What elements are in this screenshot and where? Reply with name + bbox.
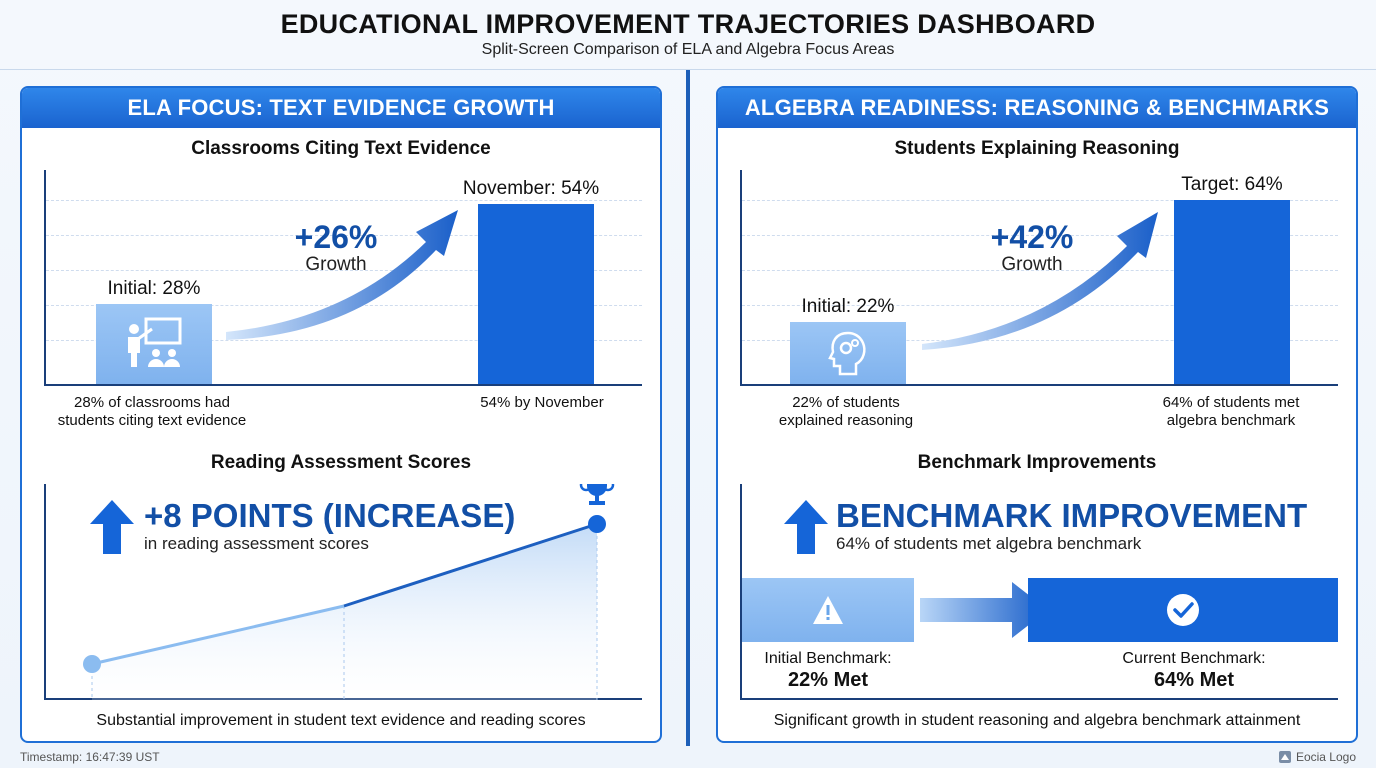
initial-reasoning-bar — [790, 322, 906, 384]
ela-panel: ELA FOCUS: TEXT EVIDENCE GROWTH Classroo… — [20, 86, 662, 743]
initial-reasoning-caption: 22% of students explained reasoning — [778, 394, 914, 429]
reading-scores-title: Reading Assessment Scores — [210, 452, 472, 473]
algebra-summary-note: Significant growth in student reasoning … — [773, 712, 1301, 729]
reading-score-stat: +8 POINTS (INCREASE) in reading assessme… — [144, 497, 516, 554]
up-arrow-icon — [784, 500, 828, 554]
timestamp: Timestamp: 16:47:39 UST — [20, 750, 160, 764]
reasoning-bar-chart: Initial: 22% +42% Growth Target: 64% — [740, 170, 1338, 386]
november-bar — [478, 204, 594, 384]
reasoning-chart-title: Students Explaining Reasoning — [894, 138, 1180, 159]
initial-caption: 28% of classrooms had students citing te… — [57, 394, 247, 429]
progress-arrow-icon — [920, 582, 1048, 638]
target-bar-label: Target: 64% — [1181, 174, 1283, 195]
check-circle-icon — [1167, 594, 1199, 626]
target-caption: 64% of students met algebra benchmark — [1162, 394, 1300, 429]
initial-benchmark-label: Initial Benchmark: 22% Met — [764, 650, 892, 691]
algebra-panel-title: ALGEBRA READINESS: REASONING & BENCHMARK… — [718, 88, 1356, 128]
warning-icon — [813, 596, 843, 624]
reasoning-growth: +42% Growth — [990, 219, 1074, 275]
november-caption: 54% by November — [480, 394, 604, 411]
benchmark-title: Benchmark Improvements — [917, 452, 1157, 473]
text-evidence-growth: +26% Growth — [294, 219, 378, 275]
page-subtitle: Split-Screen Comparison of ELA and Algeb… — [481, 41, 895, 58]
algebra-panel: ALGEBRA READINESS: REASONING & BENCHMARK… — [716, 86, 1358, 743]
trophy-icon — [579, 484, 615, 505]
november-bar-label: November: 54% — [462, 178, 600, 199]
logo-icon — [1278, 751, 1291, 763]
center-divider — [686, 70, 690, 746]
ela-summary-note: Substantial improvement in student text … — [96, 712, 586, 729]
ela-panel-title: ELA FOCUS: TEXT EVIDENCE GROWTH — [22, 88, 660, 128]
initial-bar — [96, 304, 212, 384]
current-benchmark-label: Current Benchmark: 64% Met — [1122, 650, 1266, 691]
target-bar — [1174, 200, 1290, 384]
teacher-classroom-icon — [128, 317, 182, 367]
reading-scores-line-chart: +8 POINTS (INCREASE) in reading assessme… — [44, 484, 642, 700]
initial-bar-label: Initial: 28% — [107, 278, 201, 299]
up-arrow-icon — [90, 500, 134, 554]
text-evidence-chart-title: Classrooms Citing Text Evidence — [191, 138, 491, 159]
benchmark-chart: BENCHMARK IMPROVEMENT 64% of students me… — [740, 484, 1338, 700]
logo: Eocia Logo — [1278, 750, 1356, 764]
current-benchmark-box — [1028, 578, 1338, 642]
text-evidence-bar-chart: Initial: 28% +26% — [44, 170, 642, 386]
initial-reasoning-bar-label: Initial: 22% — [801, 296, 895, 317]
dashboard-header: EDUCATIONAL IMPROVEMENT TRAJECTORIES DAS… — [0, 0, 1376, 70]
initial-benchmark-box — [742, 578, 914, 642]
benchmark-stat: BENCHMARK IMPROVEMENT 64% of students me… — [836, 497, 1308, 554]
page-title: EDUCATIONAL IMPROVEMENT TRAJECTORIES DAS… — [280, 9, 1096, 39]
growth-arrow-icon — [226, 210, 458, 340]
head-gears-icon — [828, 331, 866, 376]
